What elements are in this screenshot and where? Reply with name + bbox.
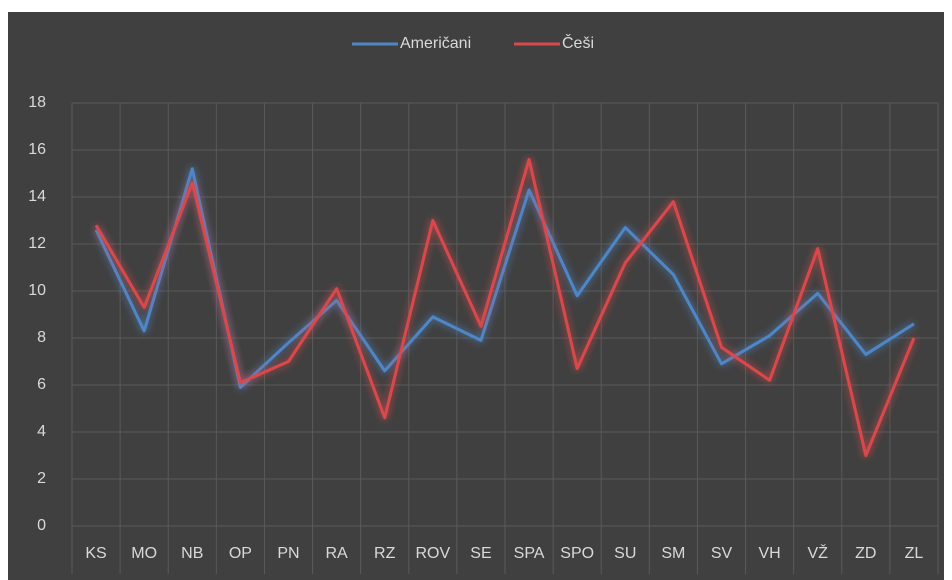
x-tick-label: VŽ xyxy=(807,543,828,562)
x-tick-label: PN xyxy=(277,545,299,562)
y-tick-label: 10 xyxy=(28,282,46,299)
series-line xyxy=(94,157,916,457)
y-tick-label: 12 xyxy=(28,235,46,252)
x-tick-label: RA xyxy=(325,545,348,562)
y-tick-label: 2 xyxy=(37,470,46,487)
x-tick-label: SE xyxy=(470,545,491,562)
x-tick-label: SV xyxy=(711,545,733,562)
x-tick-label: MO xyxy=(131,545,157,562)
y-tick-label: 8 xyxy=(37,329,46,346)
y-tick-label: 18 xyxy=(28,94,46,111)
x-tick-label: ZD xyxy=(855,545,876,562)
x-tick-label: VH xyxy=(758,545,780,562)
x-tick-label: OP xyxy=(229,545,252,562)
y-tick-label: 6 xyxy=(37,376,46,393)
x-tick-label: ZL xyxy=(905,545,924,562)
x-tick-label: SM xyxy=(661,545,685,562)
x-tick-label: KS xyxy=(85,545,106,562)
x-tick-label: ROV xyxy=(415,545,450,562)
x-tick-label: SPA xyxy=(514,545,545,562)
x-tick-label: SPO xyxy=(560,545,594,562)
x-tick-label: SU xyxy=(614,545,636,562)
chart-background xyxy=(8,12,944,580)
legend-label: Američani xyxy=(400,35,471,52)
x-tick-label: NB xyxy=(181,545,203,562)
legend-label: Češi xyxy=(562,33,594,52)
y-tick-label: 4 xyxy=(37,423,46,440)
y-tick-label: 16 xyxy=(28,141,46,158)
y-tick-label: 14 xyxy=(28,188,46,205)
x-tick-label: RZ xyxy=(374,545,396,562)
y-tick-label: 0 xyxy=(37,517,46,534)
